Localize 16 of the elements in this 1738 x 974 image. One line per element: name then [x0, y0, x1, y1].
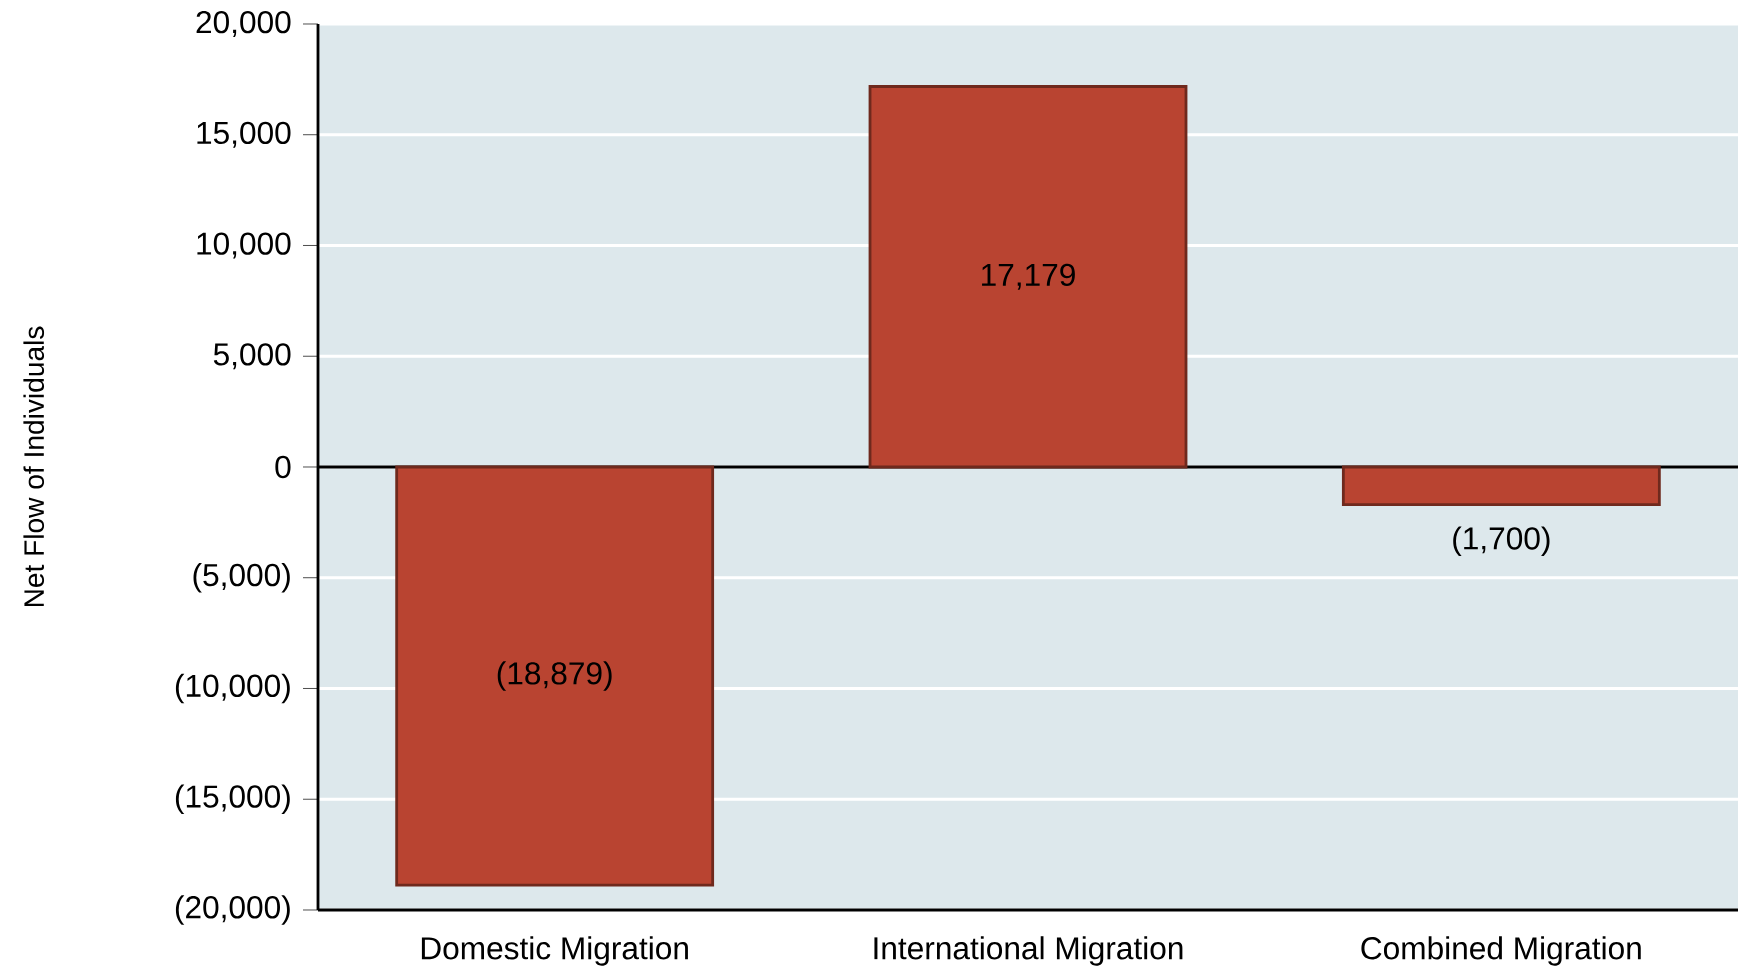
- y-tick-label: (5,000): [193, 562, 290, 593]
- y-tick-label: 0: [275, 455, 291, 479]
- x-tick-label: International Migration: [874, 936, 1183, 966]
- data-label: 17,179: [982, 263, 1075, 290]
- data-label: (1,700): [1453, 526, 1550, 556]
- x-tick-label: Domestic Migration: [421, 936, 688, 966]
- y-tick-label: 10,000: [197, 232, 291, 259]
- y-tick-label: (15,000): [175, 784, 290, 814]
- y-tick-label: (20,000): [175, 895, 290, 925]
- y-tick-label: (10,000): [175, 673, 290, 704]
- y-axis-title: Net Flow of Individuals: [23, 326, 45, 607]
- data-label: (18,879): [497, 661, 612, 691]
- y-tick-label: 15,000: [197, 121, 291, 148]
- y-tick-label: 20,000: [196, 10, 291, 38]
- x-tick-label: Combined Migration: [1361, 936, 1641, 966]
- y-tick-label: 5,000: [213, 343, 291, 370]
